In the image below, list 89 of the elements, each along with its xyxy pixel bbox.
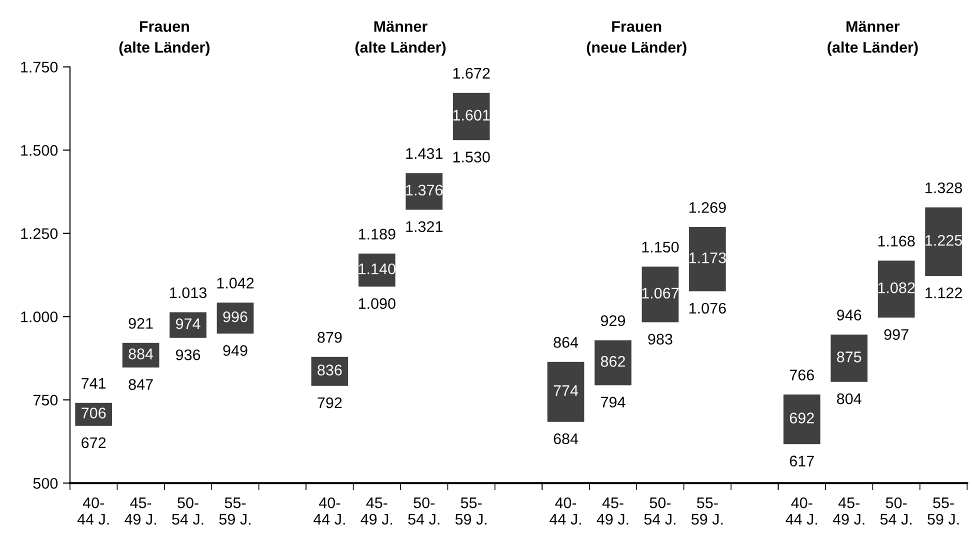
bar: [452, 92, 490, 140]
annotation: 1.173: [689, 252, 726, 264]
annotation: 1.090: [358, 298, 396, 309]
annotation: 875: [837, 352, 862, 362]
x-tick-label: 45- 49 J.: [832, 498, 864, 525]
x-tick-label: 40- 44 J.: [550, 497, 581, 525]
annotation: 1.321: [406, 221, 442, 232]
annotation: 774: [554, 385, 578, 396]
annotation: 1.269: [689, 202, 726, 213]
annotation: 862: [600, 356, 625, 367]
annotation: 792: [318, 397, 342, 408]
annotation: 706: [82, 408, 106, 418]
chart-title: Männer (alte Länder): [355, 21, 446, 56]
annotation: 804: [837, 393, 862, 404]
annotation: 997: [884, 329, 908, 340]
x-tick-label: 40- 44 J.: [313, 497, 345, 525]
bar: [830, 334, 868, 382]
annotation: 1.601: [453, 110, 490, 121]
annotation: 766: [790, 370, 814, 380]
bar: [594, 340, 632, 386]
annotation: 1.225: [926, 234, 962, 246]
annotation: 1.672: [453, 68, 490, 79]
bar: [783, 394, 820, 444]
annotation: 794: [601, 396, 626, 408]
annotation: 936: [176, 349, 200, 360]
x-tick-label: 45- 49 J.: [596, 498, 628, 525]
annotation: 692: [790, 412, 814, 424]
chart-title: Männer (alte Länder): [828, 21, 918, 56]
bar: [406, 173, 443, 210]
x-tick-label: 55- 59 J.: [928, 498, 959, 525]
y-tick-label: 500: [33, 478, 58, 489]
annotation: 672: [82, 437, 106, 448]
y-tick-label: 1.000: [21, 311, 58, 322]
x-tick-label: 40- 44 J.: [77, 497, 109, 525]
bar: [689, 227, 726, 292]
bar: [358, 254, 396, 287]
bar: [216, 302, 254, 334]
annotation: 836: [318, 364, 342, 376]
annotation: 1.150: [642, 242, 679, 253]
annotation: 1.013: [170, 287, 206, 298]
annotation: 921: [128, 318, 153, 329]
annotation: 684: [554, 433, 578, 444]
x-tick-label: 55- 59 J.: [219, 498, 250, 525]
x-tick-label: 40- 44 J.: [786, 497, 818, 525]
annotation: 949: [223, 345, 248, 356]
x-tick-label: 50- 54 J.: [172, 497, 204, 525]
annotation: 996: [223, 311, 248, 322]
annotation: 1.076: [689, 302, 726, 314]
annotation: 1.189: [358, 228, 396, 240]
annotation: 864: [554, 336, 578, 348]
bar: [311, 356, 348, 386]
x-tick-label: 45- 49 J.: [124, 498, 156, 525]
annotation: 1.530: [453, 152, 490, 162]
y-tick-label: 1.500: [21, 144, 58, 156]
annotation: 1.328: [926, 182, 962, 194]
chart-title: Frauen (alte Länder): [119, 21, 210, 56]
bar: [878, 260, 915, 318]
annotation: 946: [837, 310, 862, 320]
bar: [642, 266, 679, 322]
annotation: 974: [176, 318, 200, 330]
bar: [925, 207, 962, 276]
annotation: 1.140: [358, 263, 396, 274]
annotation: 741: [82, 378, 106, 389]
x-tick-label: 55- 59 J.: [455, 498, 487, 525]
annotation: 1.082: [878, 282, 915, 294]
annotation: 1.122: [926, 288, 962, 298]
annotation: 1.168: [878, 236, 915, 247]
y-tick-label: 1.750: [21, 62, 58, 73]
y-tick-label: 750: [33, 394, 58, 406]
annotation: 879: [318, 332, 342, 343]
x-tick-label: 50- 54 J.: [408, 497, 440, 525]
annotation: 884: [128, 348, 154, 360]
annotation: 1.042: [217, 278, 254, 288]
annotation: 1.376: [406, 184, 443, 196]
annotation: 617: [790, 456, 814, 466]
bar: [547, 362, 584, 422]
bar: [75, 402, 112, 426]
annotation: 847: [128, 379, 153, 390]
bar: [170, 312, 206, 338]
chart-title: Frauen (neue Länder): [586, 21, 686, 56]
annotation: 929: [600, 315, 626, 326]
annotation: 1.067: [642, 288, 679, 299]
y-tick-label: 1.250: [21, 228, 58, 240]
annotation: 983: [648, 334, 672, 345]
annotation: 1.431: [406, 148, 442, 159]
x-tick-label: 45- 49 J.: [360, 498, 392, 525]
x-tick-label: 50- 54 J.: [880, 497, 912, 525]
x-tick-label: 55- 59 J.: [691, 498, 723, 525]
x-tick-label: 50- 54 J.: [644, 497, 676, 525]
